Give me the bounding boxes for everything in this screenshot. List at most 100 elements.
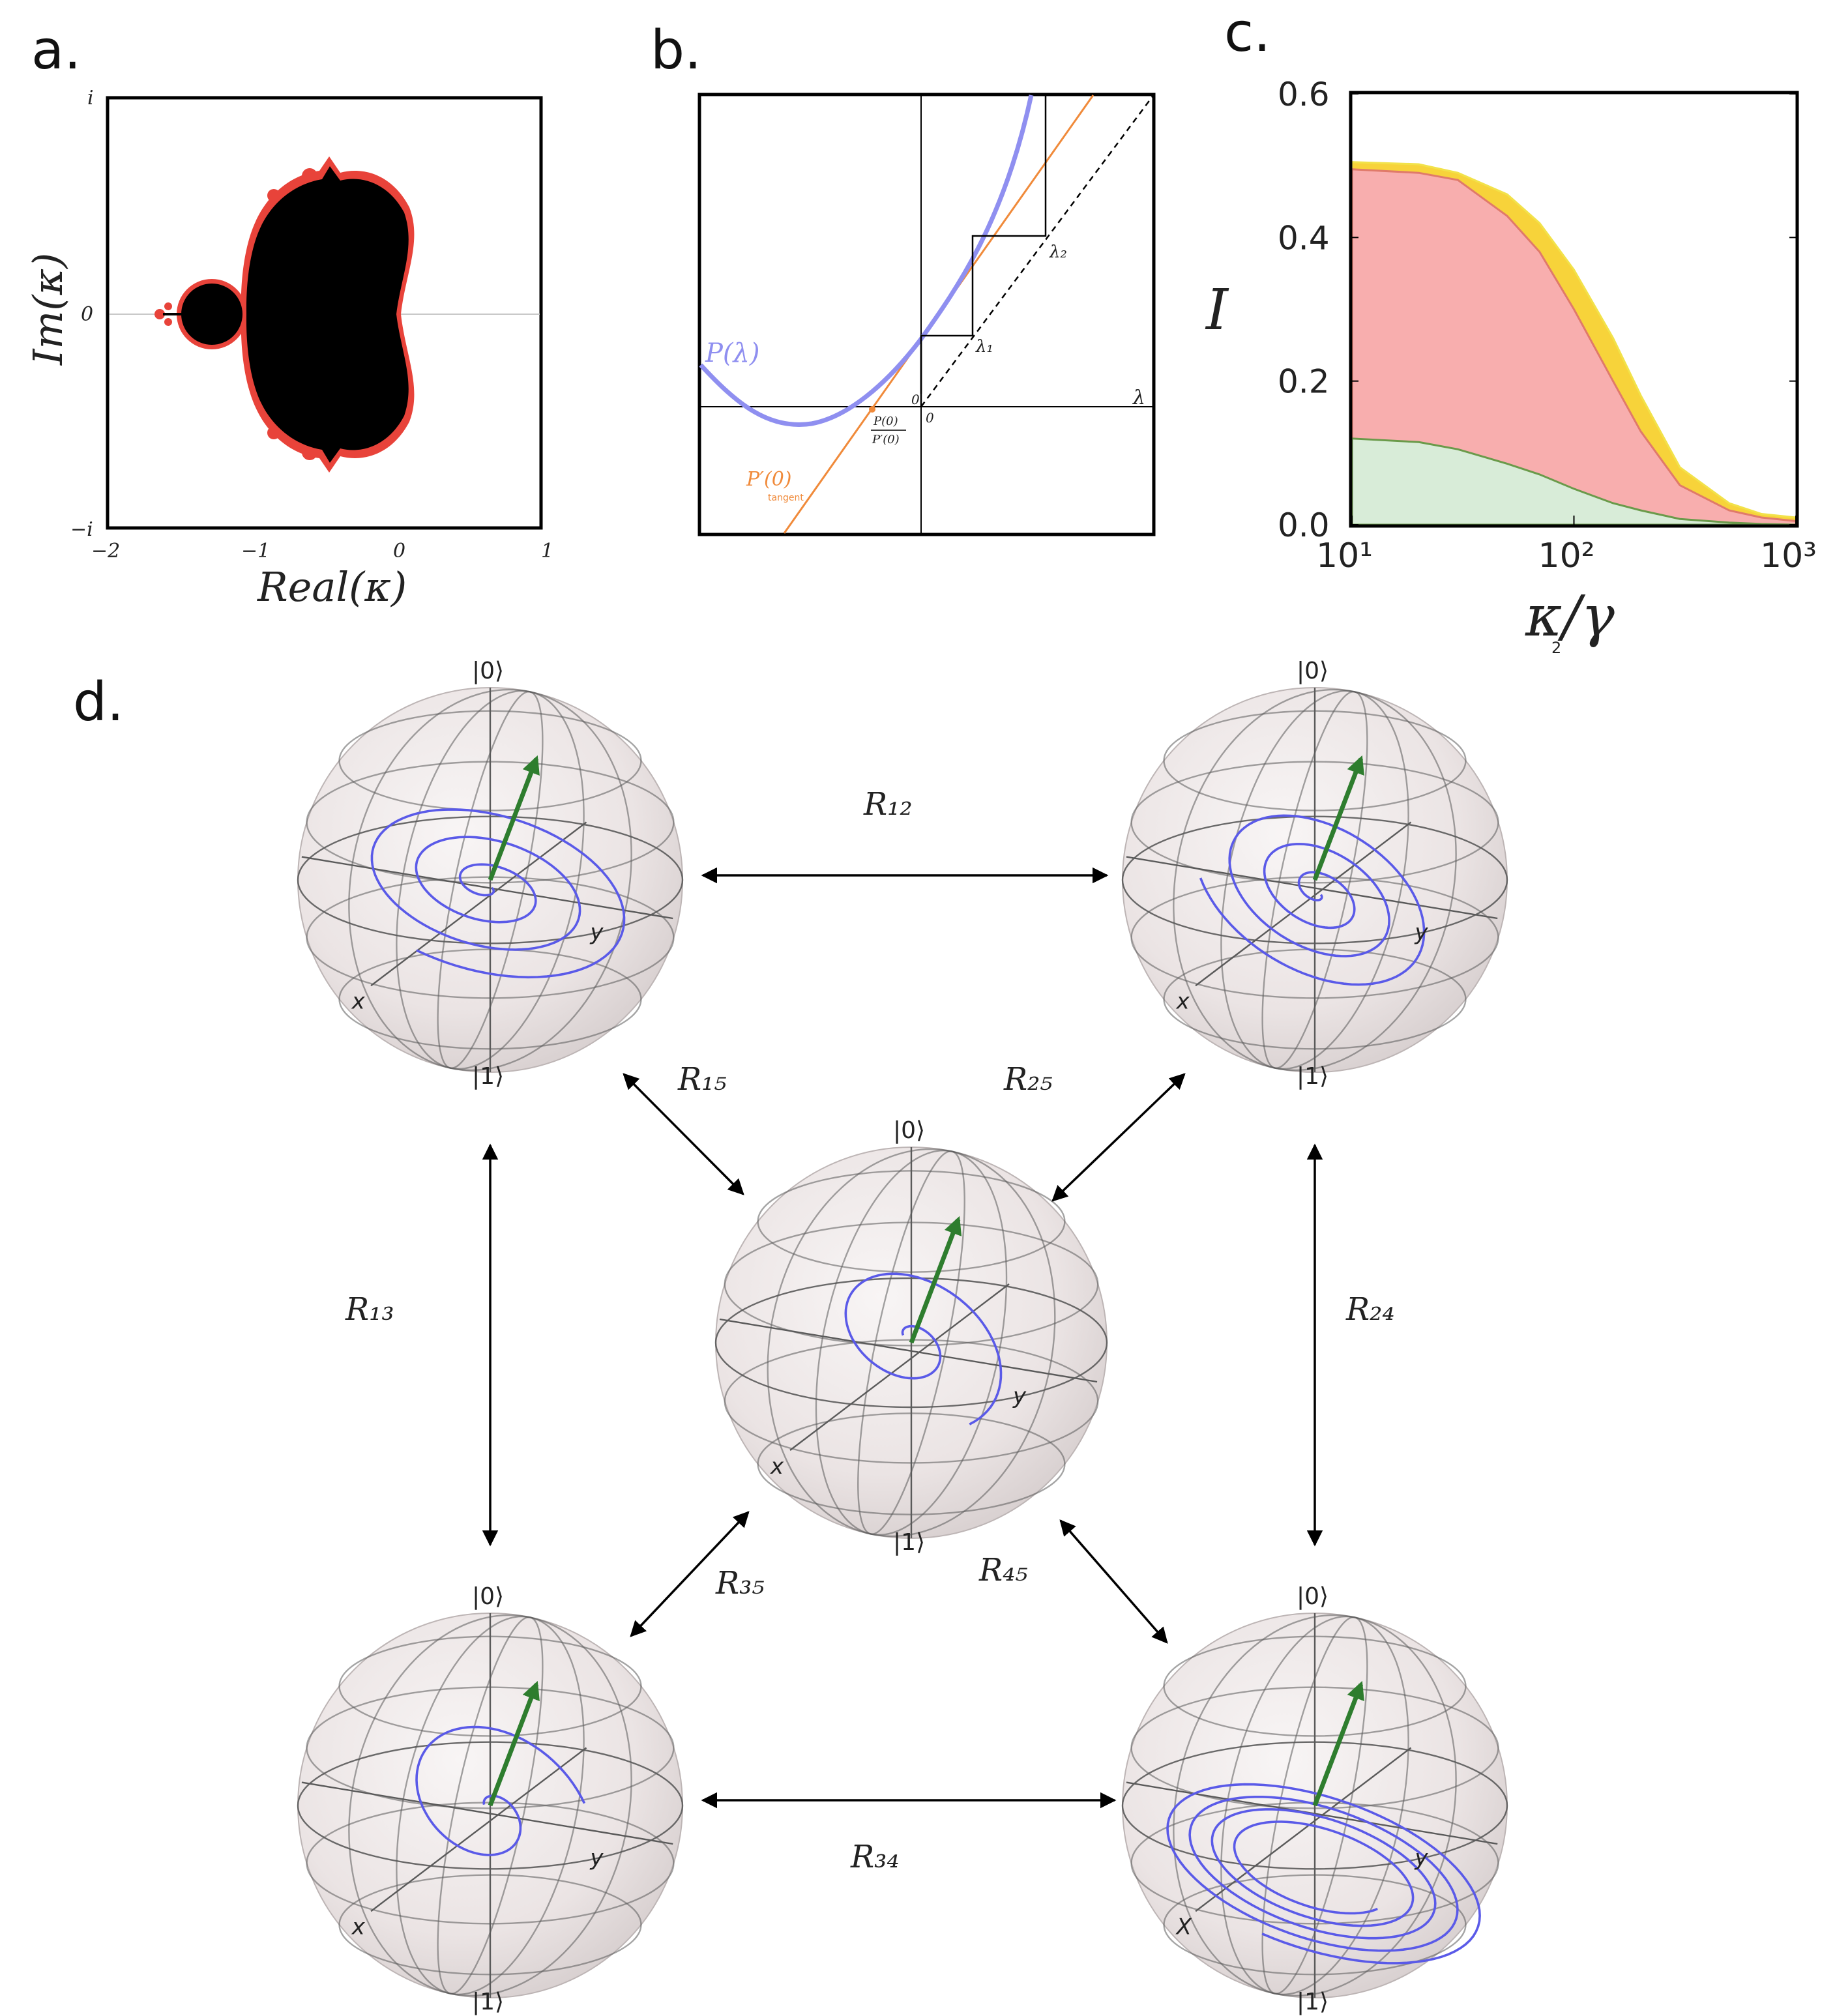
chart-areas	[1351, 161, 1797, 526]
state-vector	[488, 1680, 540, 1807]
longitude-ring	[348, 1614, 632, 1997]
state-vector	[488, 755, 540, 881]
zero-label-b: 0	[926, 410, 934, 426]
chart-xlabel-subscript: 2	[1551, 639, 1561, 657]
rate-r25: R₂₅	[1003, 1061, 1053, 1098]
longitude-ring	[1173, 1614, 1457, 1997]
panel-a-xtick-1: 1	[541, 540, 553, 562]
ytick-label: 0.6	[1278, 76, 1330, 113]
y-label: y	[589, 1845, 604, 1871]
panel-a-letter: a.	[31, 20, 81, 81]
panel-a-frame	[106, 96, 543, 530]
curve-label: P(λ)	[705, 338, 759, 368]
x-axis	[370, 821, 587, 987]
tangent-label: P′(0)	[746, 468, 792, 491]
panel-d: d. |0⟩ |1⟩ x y |0⟩ |1⟩ x y |0⟩ |1⟩ x y |0⟩ |1⟩ x y |0⟩ |1…	[73, 658, 1508, 2015]
trajectory	[1199, 814, 1426, 986]
state-vector	[1312, 1680, 1364, 1807]
x-axis	[370, 1747, 587, 1912]
y-axis	[301, 1781, 673, 1845]
longitude-ring	[767, 1148, 1056, 1538]
identity-line	[920, 96, 1154, 407]
ket-0-label: |0⟩	[1297, 658, 1329, 684]
panel-a-xtick-0: 0	[393, 540, 405, 562]
panel-a-ytick-i: i	[87, 87, 94, 110]
panel-a-ytick-0: 0	[81, 303, 93, 326]
arrow-r15	[623, 1073, 744, 1195]
lambda1-label: λ₁	[975, 337, 993, 357]
y-axis	[1126, 1781, 1498, 1845]
ket-1-label: |1⟩	[472, 1063, 504, 1090]
lambda-axis-label: λ	[1132, 387, 1145, 409]
ytick-label: 0.4	[1278, 219, 1330, 257]
ket-0-label: |0⟩	[893, 1117, 925, 1144]
y-label: y	[1414, 919, 1428, 945]
x-label: x	[1176, 989, 1190, 1015]
arrow-r25	[1051, 1073, 1186, 1202]
panel-a-ytick-minus-i: −i	[70, 518, 93, 541]
rate-r13: R₁₃	[345, 1291, 394, 1328]
root-point	[869, 406, 875, 413]
ket-0-label: |0⟩	[472, 1583, 504, 1610]
ket-1-label: |1⟩	[1297, 1989, 1329, 2015]
chart-ticks: 0.0 0.2 0.4 0.6 10¹ 10² 10³	[1278, 76, 1817, 576]
rate-r15: R₁₅	[677, 1061, 727, 1098]
y-axis	[719, 1318, 1098, 1383]
area-series-2	[1351, 168, 1797, 526]
p-lambda-curve	[699, 95, 1034, 427]
rate-r24: R₂₄	[1345, 1291, 1395, 1328]
y-axis	[1126, 856, 1498, 920]
x-label: X	[1175, 1914, 1192, 1940]
x-label: x	[770, 1454, 784, 1480]
ket-0-label: |0⟩	[1297, 1583, 1329, 1610]
bloch-sphere-4: |0⟩ |1⟩ x y	[297, 1583, 684, 2015]
y-label: y	[1414, 1845, 1428, 1871]
root-denominator: P′(0)	[872, 433, 900, 446]
state-vector	[909, 1216, 962, 1344]
xtick-label: 10¹	[1316, 536, 1373, 576]
y-label: y	[589, 919, 604, 945]
longitude-ring	[348, 688, 632, 1072]
arrow-r45	[1059, 1519, 1168, 1644]
longitude-ring	[1173, 688, 1457, 1072]
panel-a-xtick-minus2: −2	[91, 540, 120, 562]
ytick-label: 0.2	[1278, 363, 1330, 401]
panel-b: b. P(λ) λ λ₁ λ₂ 0 0 P(0) P′(0) P′(0) tan…	[651, 20, 1156, 536]
panel-a: a. i 0 −i −2 −1 0 1	[24, 20, 553, 611]
root-numerator: P(0)	[873, 415, 898, 428]
rate-r35: R₃₅	[715, 1565, 765, 1601]
tangent-sublabel: tangent	[768, 493, 804, 503]
x-label: x	[351, 1914, 366, 1940]
ytick-label: 0.0	[1278, 506, 1330, 544]
mandelbrot-set	[154, 156, 415, 473]
ket-1-label: |1⟩	[472, 1989, 504, 2015]
zero-label-a: 0	[911, 392, 920, 407]
panel-c: c. 0.0 0.2 0.4 0.6 10¹ 10² 10³ I κ/γ 2	[1205, 2, 1817, 657]
trajectory	[1166, 1783, 1481, 1965]
panel-c-frame	[1349, 91, 1799, 528]
panel-b-frame	[697, 93, 1156, 536]
x-axis	[1195, 1747, 1412, 1912]
panel-a-xlabel: Real(κ)	[257, 563, 407, 611]
x-label: x	[351, 989, 366, 1015]
rate-r45: R₄₅	[978, 1552, 1028, 1588]
panel-a-xtick-minus1: −1	[241, 540, 270, 562]
lambda2-label: λ₂	[1049, 242, 1067, 262]
bloch-sphere-1: |0⟩ |1⟩ x y	[297, 658, 684, 1090]
trajectory	[370, 808, 626, 979]
bloch-spheres: |0⟩ |1⟩ x y |0⟩ |1⟩ x y |0⟩ |1⟩ x y |0⟩ |1⟩ x y |0⟩ |1⟩ Xy	[297, 658, 1508, 2015]
panel-d-letter: d.	[73, 671, 124, 733]
bloch-sphere-5: |0⟩ |1⟩ Xy	[1121, 1583, 1508, 2015]
bloch-sphere-2: |0⟩ |1⟩ x y	[1121, 658, 1508, 1090]
state-vector	[1312, 755, 1364, 881]
xtick-label: 10²	[1538, 536, 1595, 576]
panel-c-letter: c.	[1224, 2, 1270, 64]
xtick-label: 10³	[1760, 536, 1817, 576]
y-label: y	[1012, 1383, 1027, 1409]
rate-r12: R₁₂	[863, 786, 913, 823]
ket-1-label: |1⟩	[1297, 1063, 1329, 1090]
ket-1-label: |1⟩	[893, 1529, 925, 1556]
chart-ylabel: I	[1205, 278, 1229, 343]
panel-a-ylabel: Im(κ)	[24, 253, 72, 366]
